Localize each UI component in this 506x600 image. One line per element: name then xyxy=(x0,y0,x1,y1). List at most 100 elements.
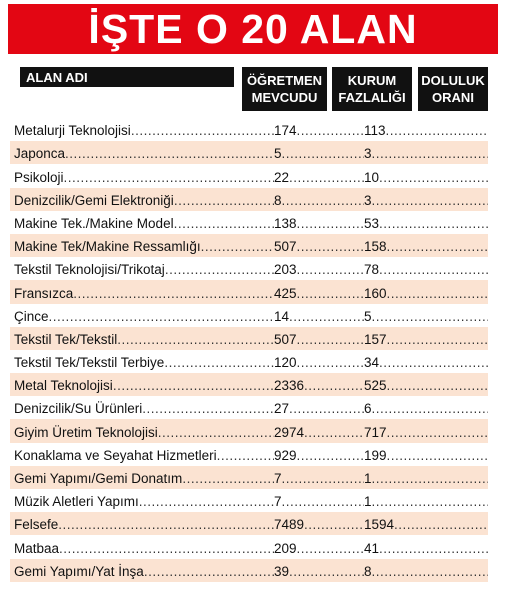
row-alan-adi: Denizcilik/Su Ürünleri xyxy=(14,401,143,417)
leader-dots xyxy=(372,193,488,208)
table-row: Tekstil Tek/Tekstil Terbiye12034125 xyxy=(10,350,488,373)
leader-dots xyxy=(58,517,274,532)
leader-dots xyxy=(372,564,488,579)
leader-dots xyxy=(174,193,274,208)
leader-dots xyxy=(387,425,488,440)
leader-dots xyxy=(304,378,364,393)
page-title: İŞTE O 20 ALAN xyxy=(88,5,418,52)
leader-dots xyxy=(64,170,274,185)
header-alan-adi-label: ALAN ADI xyxy=(26,69,88,85)
row-kurum-fazlaligi: 717 xyxy=(364,424,387,440)
leader-dots xyxy=(289,309,364,324)
row-ogretmen-mevcudu: 2336 xyxy=(274,378,305,394)
leader-dots xyxy=(174,216,274,231)
row-alan-adi: Gemi Yapımı/Yat İnşa xyxy=(14,563,144,579)
header-kurum-line1: KURUM xyxy=(347,73,397,88)
row-kurum-fazlaligi: 199 xyxy=(364,447,387,463)
row-alan-adi: Metal Teknolojisi xyxy=(14,378,113,394)
row-alan-adi: Tekstil Tek/Tekstil Terbiye xyxy=(14,355,165,371)
leader-dots xyxy=(387,448,488,463)
table-row: Müzik Aletleri Yapımı71116,67 xyxy=(10,489,488,512)
row-ogretmen-mevcudu: 507 xyxy=(274,331,297,347)
leader-dots xyxy=(144,564,274,579)
row-kurum-fazlaligi: 8 xyxy=(364,563,372,579)
row-kurum-fazlaligi: 160 xyxy=(364,285,387,301)
leader-dots xyxy=(289,401,364,416)
header-alan-adi: ALAN ADI xyxy=(20,67,234,87)
leader-dots xyxy=(387,378,488,393)
row-ogretmen-mevcudu: 174 xyxy=(274,123,297,139)
table-row: Makine Tek./Makine Model13853153,33 xyxy=(10,211,488,234)
row-alan-adi: Makine Tek./Makine Model xyxy=(14,215,174,231)
row-ogretmen-mevcudu: 7 xyxy=(274,471,282,486)
leader-dots xyxy=(289,564,364,579)
leader-dots xyxy=(282,494,364,509)
leader-dots xyxy=(297,239,364,254)
row-alan-adi: Konaklama ve Seyahat Hizmetleri xyxy=(14,447,217,463)
row-ogretmen-mevcudu: 120 xyxy=(274,355,297,371)
row-alan-adi: Metalurji Teknolojisi xyxy=(14,123,131,139)
row-alan-adi: Fransızca xyxy=(14,285,74,301)
leader-dots xyxy=(142,401,274,416)
leader-dots xyxy=(379,262,488,277)
row-alan-adi: Giyim Üretim Teknolojisi xyxy=(14,424,158,440)
leader-dots xyxy=(386,123,488,138)
leader-dots xyxy=(201,239,274,254)
table-row: Matbaa20941112,97 xyxy=(10,535,488,558)
row-alan-adi: Denizcilik/Gemi Elektroniği xyxy=(14,192,174,208)
leader-dots xyxy=(372,494,488,509)
row-alan-adi: Tekstil Teknolojisi/Trikotaj xyxy=(14,262,165,278)
header-doluluk-orani: DOLULUK ORANI xyxy=(418,67,488,111)
leader-dots xyxy=(387,332,488,347)
row-ogretmen-mevcudu: 2974 xyxy=(274,424,305,440)
row-alan-adi: Felsefe xyxy=(14,517,59,533)
row-kurum-fazlaligi: 34 xyxy=(364,355,380,371)
leader-dots xyxy=(165,262,274,277)
row-ogretmen-mevcudu: 7 xyxy=(274,494,282,510)
leader-dots xyxy=(182,471,274,486)
table-row: Gemi Yapımı/Yat İnşa398111,43 xyxy=(10,558,488,582)
leader-dots xyxy=(304,425,364,440)
row-ogretmen-mevcudu: 39 xyxy=(274,563,290,579)
leader-dots xyxy=(297,448,364,463)
leader-dots xyxy=(379,216,488,231)
table-row: Metal Teknolojisi2336525123,27 xyxy=(10,373,488,397)
table-row: Metalurji Teknolojisi174113280,65 xyxy=(10,118,488,141)
leader-dots xyxy=(49,309,274,324)
leader-dots xyxy=(297,123,364,138)
leader-dots xyxy=(164,355,274,370)
header-doluluk-line2: ORANI xyxy=(432,90,474,105)
leader-dots xyxy=(379,355,488,370)
leader-dots xyxy=(59,541,274,556)
row-ogretmen-mevcudu: 8 xyxy=(274,192,282,208)
leader-dots xyxy=(297,262,364,277)
leader-dots xyxy=(387,239,488,254)
leader-dots xyxy=(372,471,488,486)
table-row: Denizcilik/Gemi Elektroniği83160 xyxy=(10,187,488,211)
row-kurum-fazlaligi: 158 xyxy=(364,239,387,255)
row-kurum-fazlaligi: 10 xyxy=(364,169,380,185)
row-kurum-fazlaligi: 53 xyxy=(364,215,380,231)
row-kurum-fazlaligi: 78 xyxy=(364,262,380,278)
header-doluluk-line1: DOLULUK xyxy=(421,73,485,88)
leader-dots xyxy=(297,216,364,231)
table-row: Gemi Yapımı/Gemi Donatım71116,67 xyxy=(10,465,488,489)
header-ogretmen-line2: MEVCUDU xyxy=(251,90,318,105)
table-row: Makine Tek/Makine Ressamlığı507158140,83 xyxy=(10,233,488,258)
row-kurum-fazlaligi: 113 xyxy=(364,123,386,139)
row-ogretmen-mevcudu: 929 xyxy=(274,447,297,463)
table-row: Psikoloji2210183,33 xyxy=(10,164,488,187)
leader-dots xyxy=(289,170,364,185)
row-kurum-fazlaligi: 1 xyxy=(364,471,372,486)
leader-dots xyxy=(297,355,364,370)
row-alan-adi: Psikoloji xyxy=(14,169,64,185)
row-ogretmen-mevcudu: 5 xyxy=(274,146,282,162)
row-kurum-fazlaligi: 1594 xyxy=(364,517,395,533)
leader-dots xyxy=(372,309,488,324)
row-alan-adi: Makine Tek/Makine Ressamlığı xyxy=(14,239,201,255)
row-ogretmen-mevcudu: 209 xyxy=(274,540,297,556)
row-kurum-fazlaligi: 41 xyxy=(364,540,380,556)
row-alan-adi: Müzik Aletleri Yapımı xyxy=(14,494,139,510)
table-row: Çince145127,27 xyxy=(10,304,488,327)
leader-dots xyxy=(131,123,274,138)
